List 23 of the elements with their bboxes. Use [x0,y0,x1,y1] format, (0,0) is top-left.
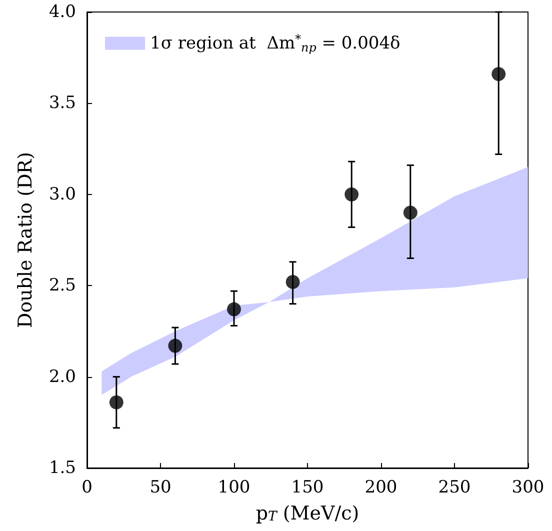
point [168,338,182,353]
point [286,274,300,289]
point [492,67,506,82]
legend-label: 1σ region at Δm*np = 0.004δ [150,32,400,54]
y-tick-label: 2.5 [48,276,76,296]
x-tick-label: 150 [291,478,324,498]
x-tick-label: 50 [150,478,172,498]
x-axis-title: pT (MeV/c) [256,502,360,525]
x-tick-label: 300 [512,478,544,498]
x-tick-label: 100 [218,478,250,498]
x-tick-label: 250 [438,478,471,498]
x-tick-label: 200 [364,478,398,498]
x-tick-label: 0 [82,478,92,498]
point [344,187,359,202]
y-tick-label: 3.5 [48,93,76,114]
y-tick-label: 1.5 [48,458,76,478]
y-tick-label: 3.0 [48,184,76,204]
y-axis-title: Double Ratio (DR) [14,152,36,328]
point [109,395,124,410]
y-tick-label: 4.0 [48,2,76,22]
y-tick-label: 2.0 [48,366,76,387]
point [403,206,418,220]
point [227,302,241,316]
